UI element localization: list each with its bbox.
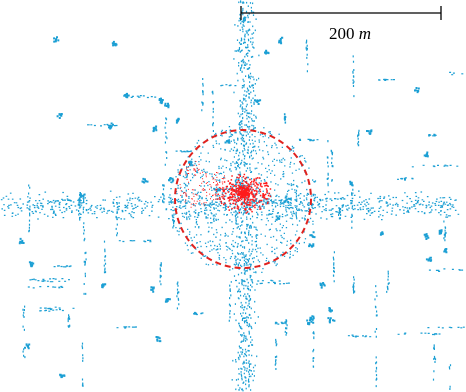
scale-label: 200 m	[329, 24, 371, 43]
page: {"scale_bar": {"value": "200", "unit": "…	[0, 0, 466, 392]
scale-unit: m	[359, 24, 371, 43]
scale-value: 200	[329, 24, 355, 43]
lidar-map: 200 m	[0, 0, 466, 392]
